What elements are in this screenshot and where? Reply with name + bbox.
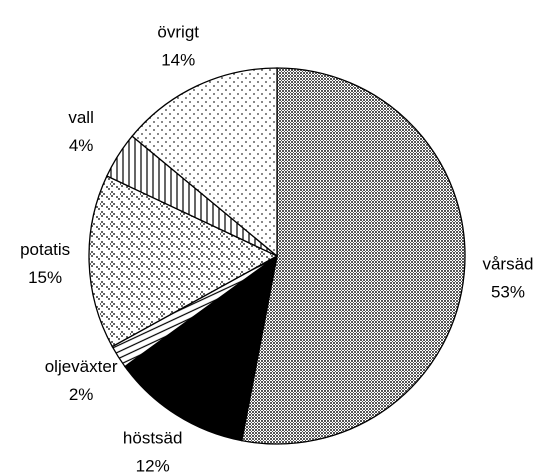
slice-label: oljeväxter [45,357,118,376]
pie-slice [88,175,279,348]
value-label: 4% [69,136,94,155]
value-label: 15% [28,268,62,287]
value-label: 53% [491,282,525,301]
slice-label: höstsäd [123,428,183,447]
slice-label: potatis [20,240,70,259]
slice-label: vårsäd [482,254,533,273]
value-label: 2% [69,385,94,404]
pie-slice [131,67,278,258]
slice-label: vall [68,108,94,127]
value-label: 12% [136,456,170,473]
pie-slice [123,254,278,442]
pie-slice [241,67,466,445]
value-label: 14% [161,51,195,70]
slice-label: övrigt [157,23,199,42]
